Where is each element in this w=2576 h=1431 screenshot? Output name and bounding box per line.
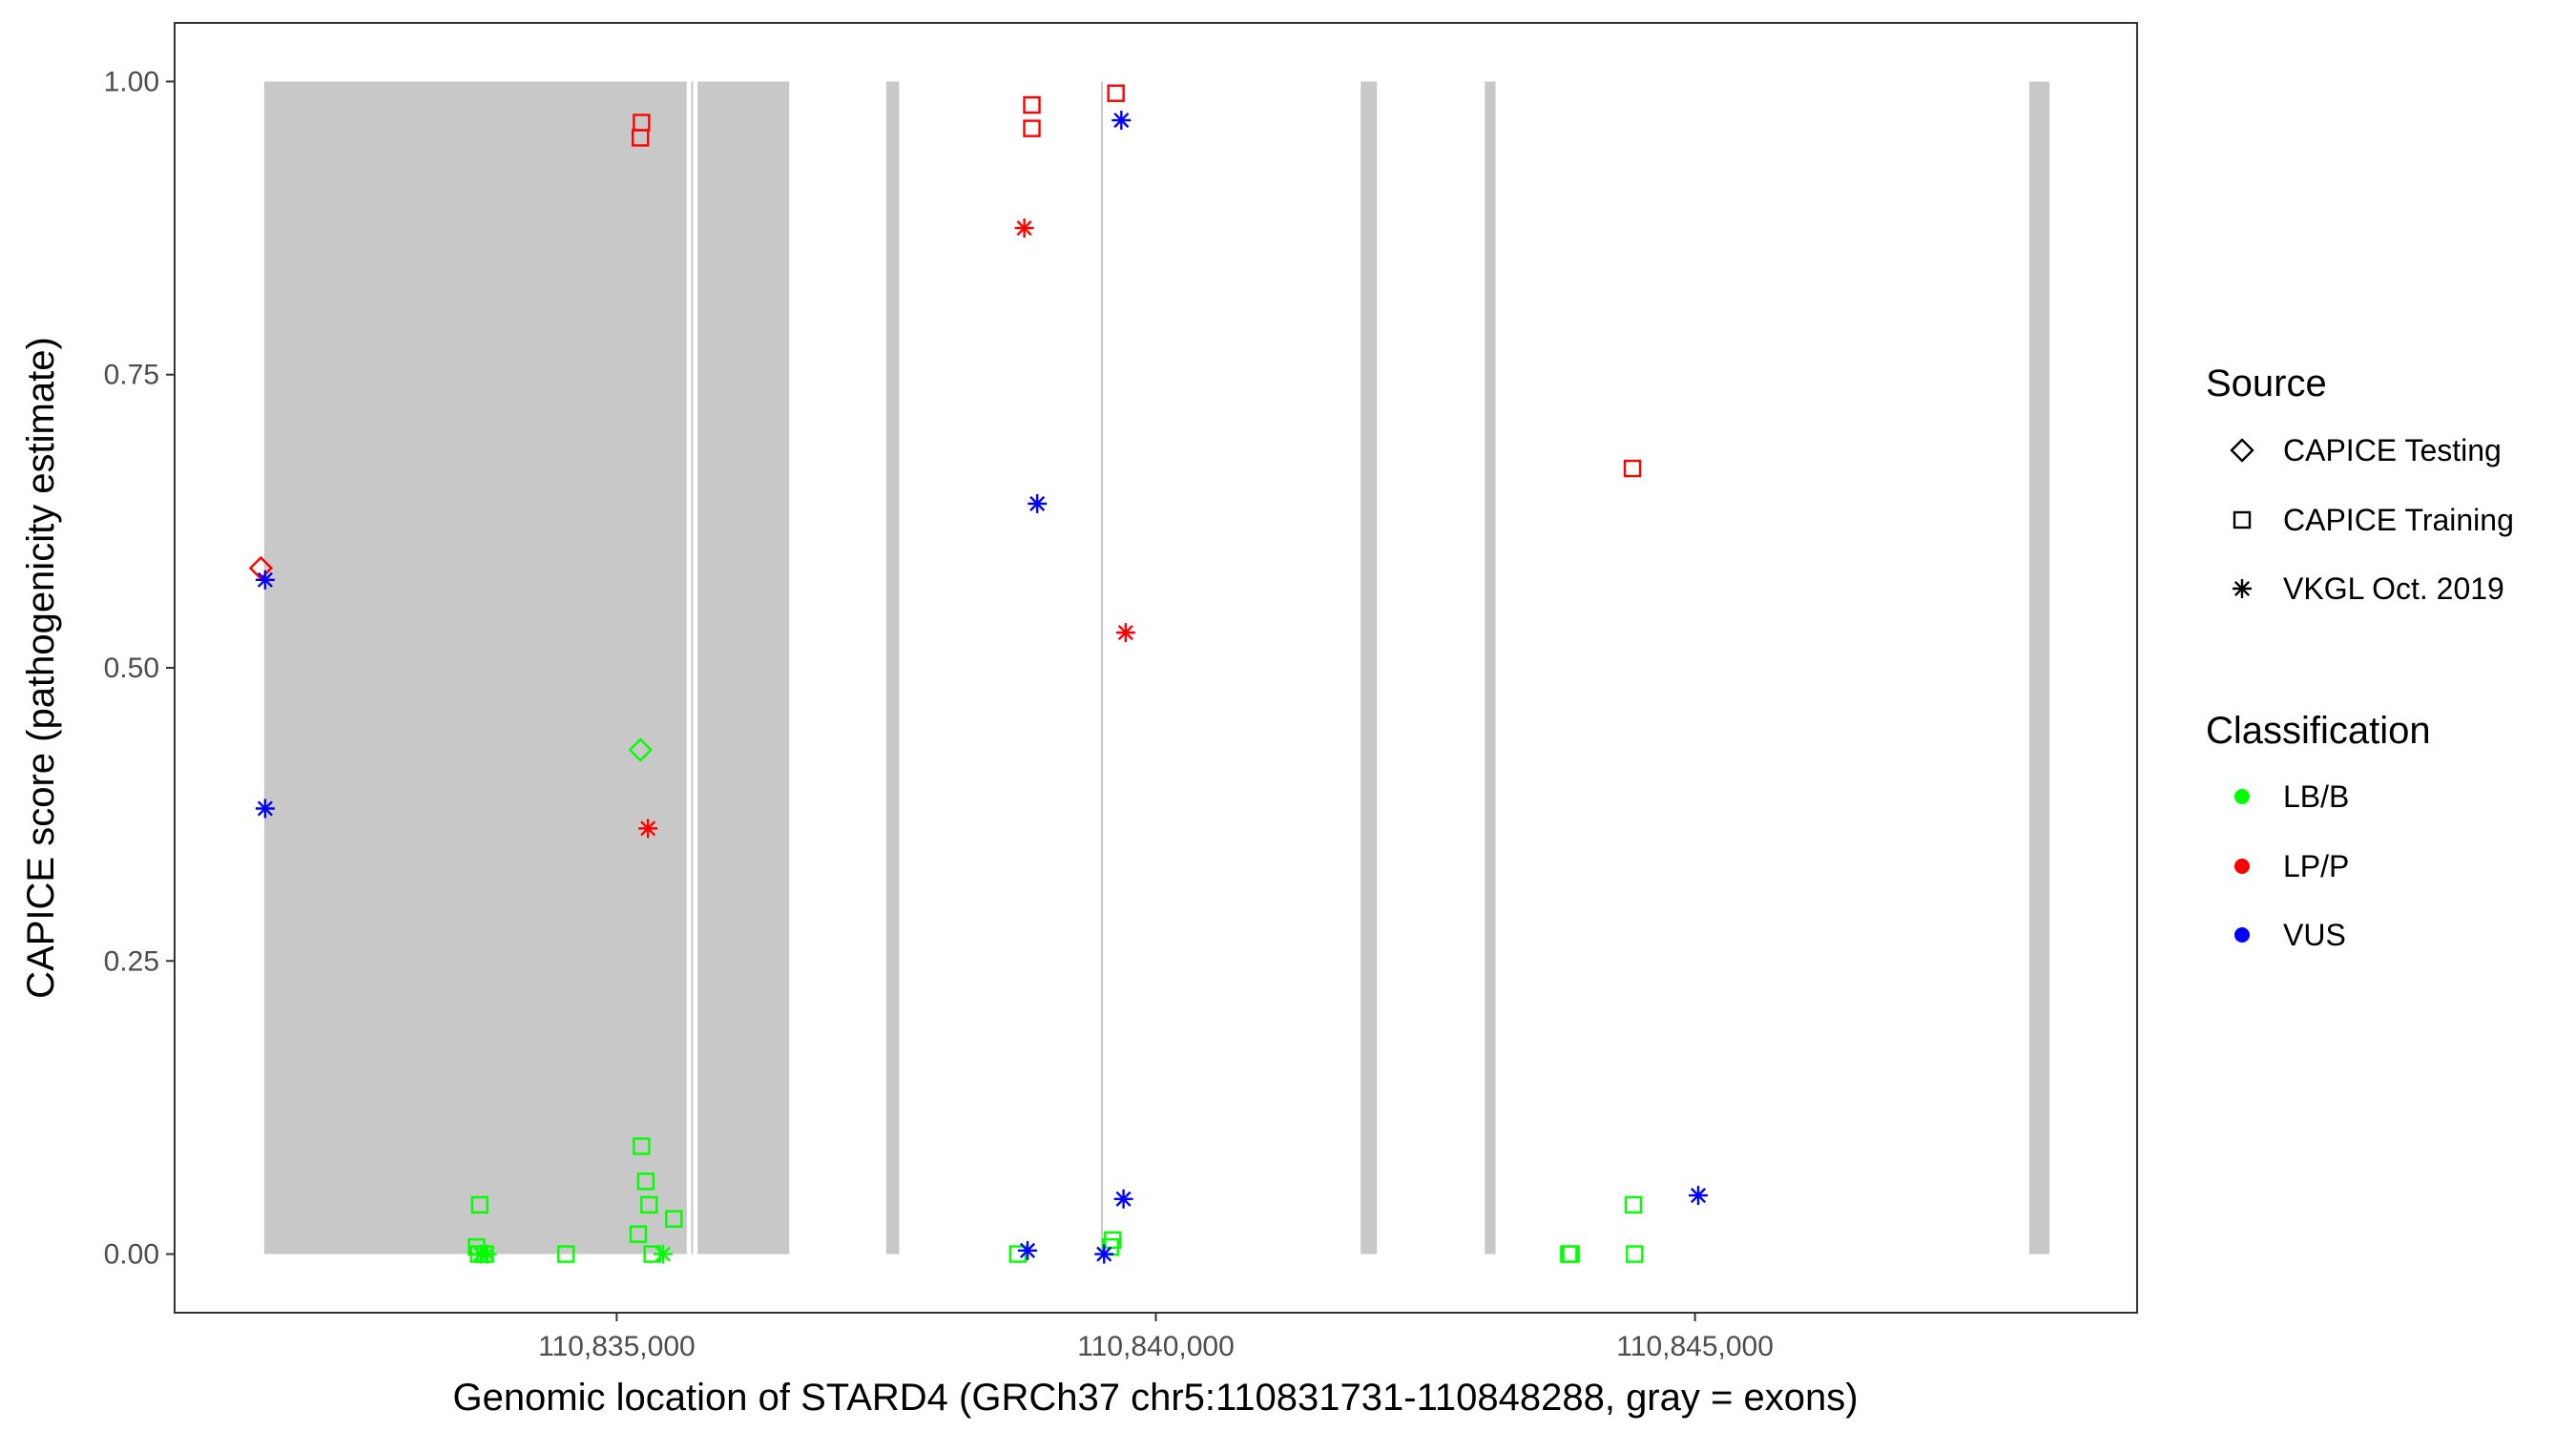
legend-source-key-2 (2233, 510, 2252, 529)
data-point-14 (638, 819, 658, 839)
exon-band-2 (697, 81, 790, 1255)
x-tick-label: 110,840,000 (1077, 1331, 1235, 1362)
data-point-17 (640, 1195, 658, 1214)
axes: 0.00 0.25 0.50 0.75 1.00 110,835,000 110,840,0… (104, 66, 1774, 1362)
data-point-28 (1115, 623, 1135, 643)
legend-source-key-3 (2233, 579, 2252, 598)
exon-band-4 (1361, 81, 1378, 1255)
legend-class-label: LP/P (2283, 849, 2349, 883)
data-point-3 (255, 798, 275, 819)
x-tick-label: 110,835,000 (538, 1331, 696, 1362)
legend-class-key-1 (2234, 789, 2250, 804)
data-point-15 (633, 1137, 651, 1155)
data-point-39 (1626, 1245, 1644, 1263)
data-point-16 (636, 1172, 655, 1191)
data-point-40 (1689, 1186, 1709, 1206)
legend-class-key-2 (2234, 859, 2250, 874)
legend-source-title: Source (2206, 363, 2327, 404)
y-tick-label: 0.00 (104, 1239, 159, 1271)
legend-class-label: LB/B (2283, 779, 2349, 814)
legend: CAPICE Testing CAPICE Training VKGL Oct. 2… (2230, 433, 2514, 952)
data-point-34 (1094, 1244, 1114, 1264)
legend-source-key-1 (2230, 438, 2254, 463)
data-point-36 (1624, 1195, 1643, 1214)
y-tick-label: 0.75 (104, 360, 159, 391)
data-point-26 (1107, 84, 1125, 102)
data-point-9 (477, 1244, 497, 1264)
y-tick-label: 1.00 (104, 66, 159, 97)
legend-classification-title: Classification (2206, 710, 2431, 752)
data-point-27 (1111, 111, 1132, 131)
exon-band-1 (263, 81, 687, 1255)
data-point-2 (255, 570, 275, 590)
exon-bands (263, 81, 2050, 1255)
data-point-13 (628, 737, 653, 762)
data-point-22 (1023, 95, 1041, 114)
x-tick-label: 110,845,000 (1616, 1331, 1774, 1362)
data-point-18 (665, 1210, 683, 1228)
data-point-24 (1014, 218, 1034, 238)
data-point-25 (1028, 493, 1048, 513)
y-axis-title: CAPICE score (pathogenicity estimate) (20, 337, 62, 999)
legend-class-key-3 (2234, 927, 2250, 943)
data-point-10 (557, 1245, 575, 1263)
data-point-29 (1113, 1189, 1133, 1209)
legend-source-label: VKGL Oct. 2019 (2283, 571, 2504, 606)
y-tick-label: 0.25 (104, 945, 159, 977)
data-point-12 (632, 129, 650, 147)
exon-band-6 (2028, 81, 2050, 1255)
data-point-21 (653, 1244, 673, 1264)
exon-band-3 (885, 81, 900, 1255)
data-point-33 (1018, 1240, 1038, 1260)
data-points (248, 84, 1709, 1264)
legend-class-label: VUS (2283, 918, 2346, 952)
x-axis-title: Genomic location of STARD4 (GRCh37 chr5:… (452, 1377, 1858, 1419)
data-point-1 (248, 555, 274, 581)
exon-band-5 (1485, 81, 1496, 1255)
legend-source-label: CAPICE Testing (2283, 433, 2502, 467)
data-point-19 (629, 1225, 648, 1243)
data-point-23 (1023, 119, 1041, 137)
y-tick-label: 0.50 (104, 653, 159, 684)
data-point-35 (1623, 459, 1642, 478)
data-point-4 (470, 1195, 489, 1214)
legend-source-label: CAPICE Training (2283, 503, 2514, 537)
data-point-38 (1560, 1245, 1578, 1263)
